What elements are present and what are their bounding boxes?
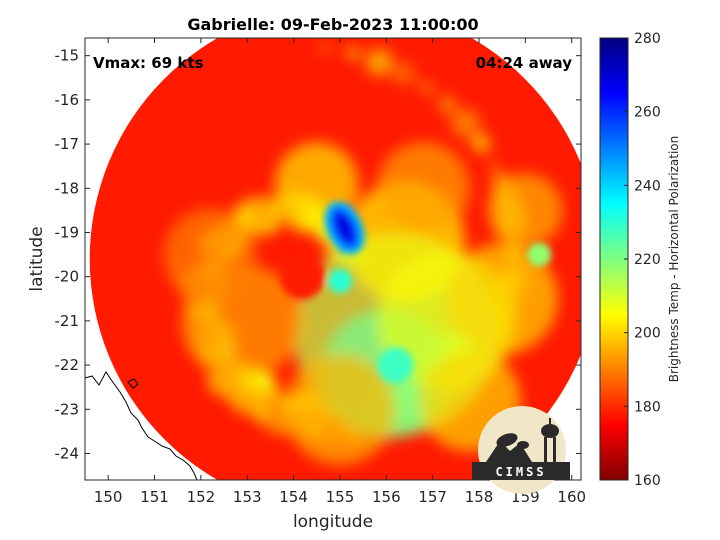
rainband-segment (421, 83, 432, 94)
colorbar (599, 37, 629, 481)
rainband-segment (451, 108, 481, 138)
colorbar-tick-label: 220 (634, 252, 661, 268)
colorbar-tick-label: 160 (634, 473, 661, 489)
x-tick-label: 157 (418, 488, 447, 506)
x-tick-label: 158 (465, 488, 494, 506)
y-tick-label: -21 (55, 312, 80, 330)
colorbar-tick-label: 240 (634, 178, 661, 194)
colorbar-tick-label: 200 (634, 326, 661, 342)
time-away-annotation: 04:24 away (476, 54, 573, 72)
x-tick-label: 154 (279, 488, 308, 506)
feature-inner-band (327, 269, 352, 294)
field-zone (377, 141, 470, 235)
feature-southern-rainband (377, 347, 414, 384)
rainband-segment (438, 95, 457, 114)
colorbar-tick-label: 180 (634, 399, 661, 415)
rainband-segment (472, 134, 491, 153)
field-zone (446, 243, 558, 355)
x-tick-label: 152 (187, 488, 216, 506)
chart-title: Gabrielle: 09-Feb-2023 11:00:00 (187, 15, 478, 34)
field-zone (163, 208, 257, 301)
logo-text: CIMSS (495, 465, 546, 479)
y-tick-label: -23 (55, 400, 80, 418)
y-tick-label: -17 (55, 135, 80, 153)
rainband-segment (488, 159, 499, 170)
field-zone (284, 353, 396, 465)
axes-frame (84, 37, 582, 481)
cold-core-contour (335, 213, 354, 243)
x-tick-label: 160 (557, 488, 586, 506)
y-tick-label: -20 (55, 268, 80, 286)
x-tick-label: 151 (140, 488, 169, 506)
rainband-segment (365, 48, 394, 76)
colorbar-label: Brightness Temp - Horizontal Polarizatio… (667, 136, 681, 383)
rainband-segment (223, 383, 245, 404)
y-tick-label: -15 (55, 47, 80, 65)
y-tick-label: -18 (55, 179, 80, 197)
x-tick-label: 153 (233, 488, 262, 506)
coastline (85, 371, 198, 480)
y-axis-label: latitude (27, 226, 47, 291)
colorbar-tick-label: 260 (634, 105, 661, 121)
y-ticks: -15 -16 -17 -18 -19 -20 -21 -22 -23 -24 (55, 47, 581, 462)
x-tick-label: 155 (326, 488, 355, 506)
rainband-segment (319, 41, 332, 54)
x-ticks: 150 151 152 153 154 155 156 157 158 159 160 (94, 38, 586, 506)
y-tick-label: -22 (55, 356, 80, 374)
vmax-annotation: Vmax: 69 kts (93, 54, 203, 72)
colorbar-tick-label: 280 (634, 31, 661, 47)
island (127, 378, 139, 389)
x-tick-label: 156 (372, 488, 401, 506)
brightness-temp-swath (89, 38, 581, 480)
y-tick-label: -24 (55, 444, 80, 462)
field-zone (488, 173, 563, 248)
rainband-segment (392, 62, 416, 86)
rainband-segment (242, 399, 253, 409)
y-tick-label: -19 (55, 223, 80, 241)
y-tick-label: -16 (55, 91, 80, 109)
x-axis-label: longitude (293, 512, 373, 532)
feature-eye (280, 254, 325, 299)
x-tick-label: 150 (94, 488, 123, 506)
colorbar-ticks: 280 260 240 220 200 180 160 (624, 31, 661, 489)
feature-eastern-band (527, 242, 552, 267)
rainband-segment (346, 46, 360, 60)
cimss-logo: CIMSS (472, 406, 570, 494)
